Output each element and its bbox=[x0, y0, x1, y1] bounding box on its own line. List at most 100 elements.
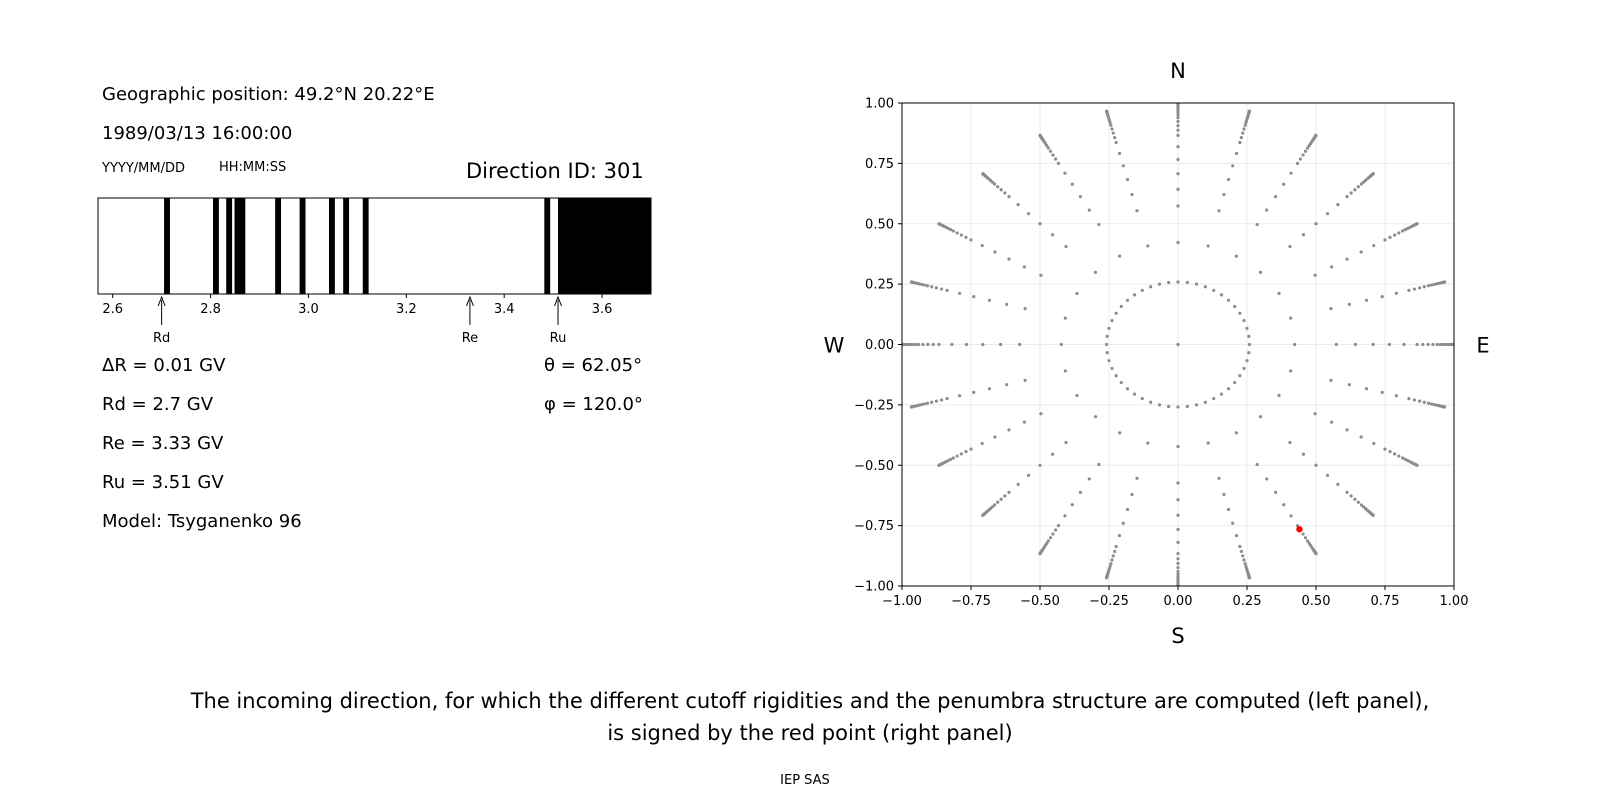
phi-value: φ = 120.0° bbox=[544, 394, 643, 415]
forbidden-band bbox=[362, 198, 369, 294]
grid-point bbox=[1007, 257, 1011, 261]
grid-point bbox=[1005, 302, 1009, 306]
grid-point bbox=[1238, 374, 1242, 378]
grid-point bbox=[1125, 298, 1130, 302]
forbidden-band bbox=[234, 198, 246, 294]
marker-arrow-head bbox=[157, 295, 166, 307]
grid-point bbox=[1239, 135, 1243, 140]
x-tick-label: 0.50 bbox=[1302, 594, 1331, 609]
grid-point bbox=[1176, 557, 1180, 561]
grid-point bbox=[1429, 283, 1434, 287]
geo-position: Geographic position: 49.2°N 20.22°E bbox=[102, 84, 435, 105]
grid-point bbox=[1282, 182, 1286, 186]
grid-point bbox=[1176, 572, 1180, 576]
grid-point bbox=[1426, 342, 1430, 347]
x-tick-label: 0.75 bbox=[1371, 594, 1400, 609]
grid-point bbox=[1176, 128, 1180, 132]
grid-point bbox=[1176, 280, 1180, 284]
grid-point bbox=[1070, 182, 1074, 186]
grid-point bbox=[1380, 390, 1384, 394]
penumbra-chart: 2.6 2.8 3.0 3.2 3.4 3.6 Rd Re Ru bbox=[97, 197, 652, 346]
grid-point bbox=[1359, 182, 1363, 186]
grid-point bbox=[1241, 554, 1245, 558]
grid-point bbox=[1097, 222, 1101, 227]
grid-point bbox=[1039, 273, 1043, 277]
grid-point bbox=[993, 250, 997, 254]
grid-point bbox=[1353, 497, 1357, 501]
grid-point bbox=[1412, 398, 1417, 402]
grid-point bbox=[1140, 288, 1144, 292]
grid-point bbox=[1397, 454, 1401, 458]
y-tick-label: −0.25 bbox=[854, 398, 894, 413]
grid-point bbox=[1314, 222, 1318, 226]
grid-point bbox=[1016, 482, 1020, 486]
grid-point bbox=[1026, 473, 1031, 477]
grid-point bbox=[1070, 503, 1074, 507]
grid-point bbox=[1329, 307, 1333, 311]
grid-point bbox=[1301, 153, 1305, 157]
grid-point bbox=[1298, 157, 1303, 161]
grid-point bbox=[951, 229, 955, 233]
grid-point bbox=[981, 172, 985, 176]
grid-point bbox=[1093, 415, 1098, 419]
grid-point bbox=[1078, 195, 1083, 199]
grid-point bbox=[1063, 514, 1067, 518]
grid-point bbox=[934, 399, 938, 403]
grid-point bbox=[1394, 394, 1398, 398]
grid-point bbox=[1245, 359, 1249, 363]
grid-point bbox=[1219, 392, 1224, 396]
penumbra-frame bbox=[97, 197, 652, 295]
grid-point bbox=[1007, 195, 1011, 199]
grid-point bbox=[1407, 397, 1411, 401]
grid-point bbox=[1394, 291, 1398, 295]
grid-point bbox=[1117, 151, 1122, 156]
grid-point bbox=[980, 441, 984, 446]
grid-point bbox=[1243, 562, 1247, 566]
grid-point bbox=[1087, 477, 1091, 481]
grid-point bbox=[1336, 482, 1340, 486]
compass-east: E bbox=[1476, 334, 1489, 358]
grid-point bbox=[1135, 209, 1139, 213]
grid-point bbox=[1238, 311, 1242, 315]
grid-point bbox=[1313, 412, 1317, 416]
grid-point bbox=[1258, 415, 1263, 419]
x-tick-label: −0.50 bbox=[1020, 594, 1060, 609]
grid-point bbox=[1345, 428, 1349, 432]
marker-label: Ru bbox=[550, 331, 567, 346]
grid-point bbox=[1176, 145, 1180, 149]
grid-point bbox=[1314, 552, 1318, 556]
grid-point bbox=[1087, 208, 1091, 212]
grid-point bbox=[1023, 378, 1027, 382]
grid-point bbox=[1432, 282, 1436, 287]
grid-point bbox=[1107, 359, 1111, 363]
grid-point bbox=[1063, 171, 1067, 175]
grid-point bbox=[1234, 533, 1239, 538]
grid-point bbox=[1438, 342, 1443, 347]
grid-point bbox=[1114, 374, 1118, 378]
grid-point bbox=[1349, 494, 1353, 498]
grid-point bbox=[1203, 285, 1207, 289]
grid-point bbox=[1167, 404, 1171, 409]
grid-point bbox=[1064, 244, 1068, 249]
grid-point bbox=[1314, 133, 1318, 137]
grid-point bbox=[999, 188, 1003, 192]
grid-point bbox=[1442, 280, 1447, 284]
grid-point bbox=[1149, 285, 1153, 289]
grid-point bbox=[981, 342, 985, 347]
grid-point bbox=[913, 342, 918, 347]
grid-point bbox=[1176, 133, 1180, 137]
grid-point bbox=[1157, 403, 1162, 407]
grid-point bbox=[1146, 441, 1150, 445]
grid-point bbox=[1289, 171, 1293, 175]
grid-point bbox=[1258, 270, 1263, 274]
grid-point bbox=[1185, 280, 1189, 285]
grid-point bbox=[1359, 250, 1363, 254]
grid-point bbox=[925, 284, 930, 288]
grid-point bbox=[998, 342, 1003, 347]
grid-point bbox=[969, 447, 973, 451]
grid-point bbox=[1301, 532, 1305, 536]
grid-point bbox=[1038, 463, 1042, 467]
grid-point bbox=[964, 450, 968, 454]
grid-point bbox=[909, 280, 914, 284]
x-tick-label: 3.0 bbox=[298, 302, 319, 317]
